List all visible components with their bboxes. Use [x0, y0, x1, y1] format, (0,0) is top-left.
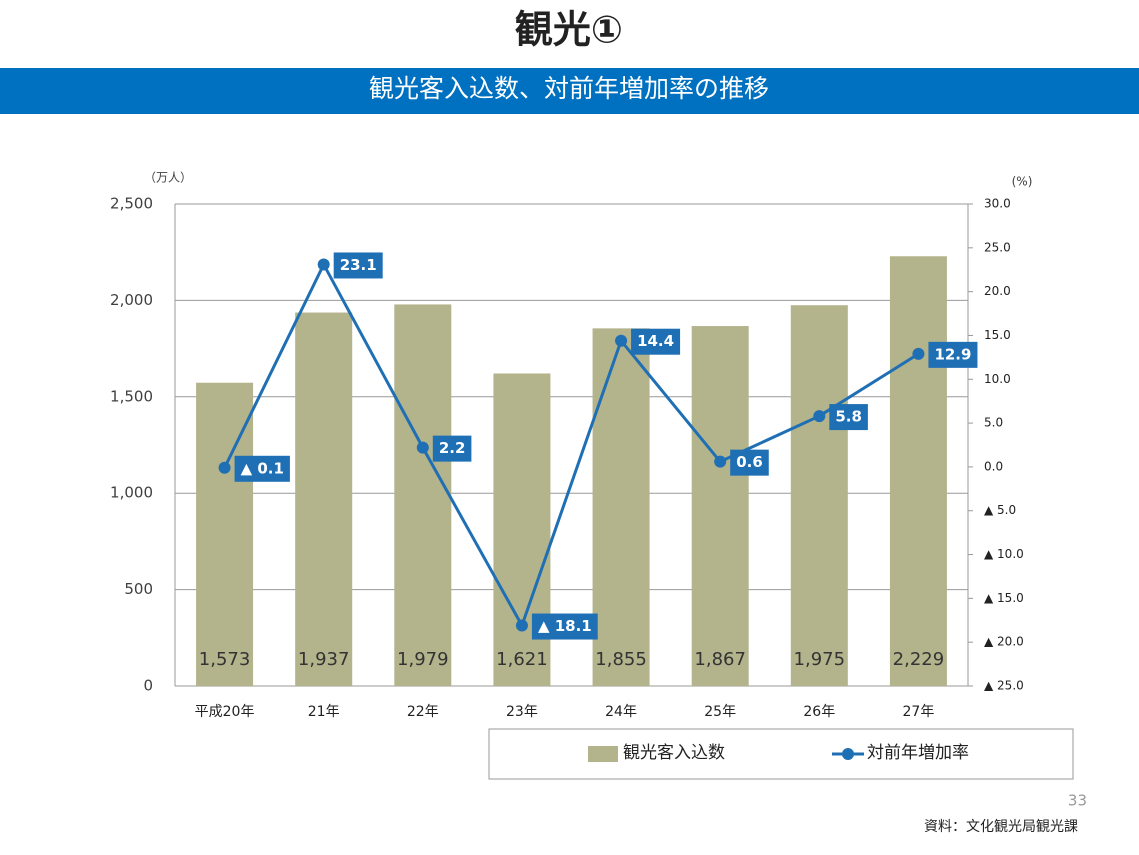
y2-tick-label: 0.0 [984, 459, 1003, 473]
y2-tick-label: 25.0 [984, 240, 1011, 254]
line-value-label: 0.6 [736, 453, 763, 471]
x-tick-label: 23年 [506, 704, 538, 720]
y-tick-label: 1,500 [110, 387, 153, 405]
x-tick-label: 24年 [605, 704, 637, 720]
y2-tick-label: 30.0 [984, 197, 1011, 211]
y-tick-label: 0 [143, 677, 153, 695]
y2-tick-label: ▲ 10.0 [984, 547, 1024, 561]
bar-value-label: 1,979 [397, 649, 449, 670]
y2-tick-label: ▲ 5.0 [984, 503, 1016, 517]
legend-swatch-marker [842, 748, 854, 760]
line-marker [615, 334, 628, 347]
banner-title: 観光客入込数、対前年増加率の推移 [369, 74, 769, 103]
line-marker [912, 347, 925, 360]
value-label-box [333, 252, 383, 279]
bar [691, 326, 749, 686]
bar-value-label: 1,975 [794, 649, 846, 670]
source-note: 資料：文化観光局観光課 [924, 818, 1078, 835]
banner [0, 68, 1139, 114]
x-tick-label: 平成20年 [195, 704, 255, 720]
bar-value-label: 1,867 [694, 649, 746, 670]
line-value-label: 12.9 [934, 345, 971, 363]
x-tick-label: 27年 [903, 704, 935, 720]
line [223, 261, 920, 630]
value-label-box [234, 455, 290, 482]
y2-tick-label: ▲ 20.0 [984, 635, 1024, 649]
legend-box [488, 728, 1074, 780]
bar-value-label: 2,229 [893, 649, 945, 670]
line-marker [714, 455, 727, 468]
x-tick-label: 21年 [308, 704, 340, 720]
value-label-box [432, 435, 472, 462]
value-label-box [730, 449, 769, 476]
page-number: 33 [1068, 792, 1087, 810]
y-axis-label: （万人） [144, 171, 192, 185]
legend-label: 対前年増加率 [867, 743, 969, 763]
bar [790, 305, 848, 686]
bar [295, 312, 353, 686]
y2-axis-label: (%) [1012, 175, 1033, 189]
legend-label: 観光客入込数 [623, 743, 725, 763]
line-value-label: 5.8 [835, 408, 862, 426]
y2-tick-label: 5.0 [984, 416, 1003, 430]
value-label-box [829, 404, 868, 431]
legend-swatch [588, 746, 618, 762]
line-marker [317, 258, 330, 271]
y2-tick-label: ▲ 15.0 [984, 591, 1024, 605]
bar [196, 382, 254, 686]
bar [592, 328, 650, 686]
slide-title: 観光① [515, 8, 623, 52]
line-marker [416, 441, 429, 454]
bar-value-label: 1,621 [496, 649, 548, 670]
y-tick-label: 1,000 [110, 484, 153, 502]
bar [394, 304, 452, 686]
line-marker [218, 461, 231, 474]
y2-tick-label: 10.0 [984, 372, 1011, 386]
x-tick-label: 26年 [803, 704, 835, 720]
line-value-label: 2.2 [439, 439, 466, 457]
y2-tick-label: ▲ 25.0 [984, 679, 1024, 693]
line-value-label: 14.4 [637, 332, 674, 350]
y2-tick-label: 15.0 [984, 328, 1011, 342]
bar [889, 256, 947, 686]
line-value-label: ▲ 0.1 [241, 459, 284, 477]
bar-value-label: 1,573 [199, 649, 251, 670]
value-label-box [631, 328, 681, 355]
x-tick-label: 22年 [407, 704, 439, 720]
y-tick-label: 500 [124, 580, 153, 598]
bar-value-label: 1,937 [298, 649, 350, 670]
y-tick-label: 2,500 [110, 195, 153, 213]
line-value-label: ▲ 18.1 [538, 617, 592, 635]
line-marker [813, 410, 826, 423]
y2-tick-label: 20.0 [984, 284, 1011, 298]
value-label-box [928, 341, 978, 368]
x-tick-label: 25年 [704, 704, 736, 720]
line-value-label: 23.1 [340, 256, 377, 274]
y-tick-label: 2,000 [110, 291, 153, 309]
bar-value-label: 1,855 [595, 649, 647, 670]
line-marker [515, 619, 528, 632]
value-label-box [531, 613, 598, 640]
